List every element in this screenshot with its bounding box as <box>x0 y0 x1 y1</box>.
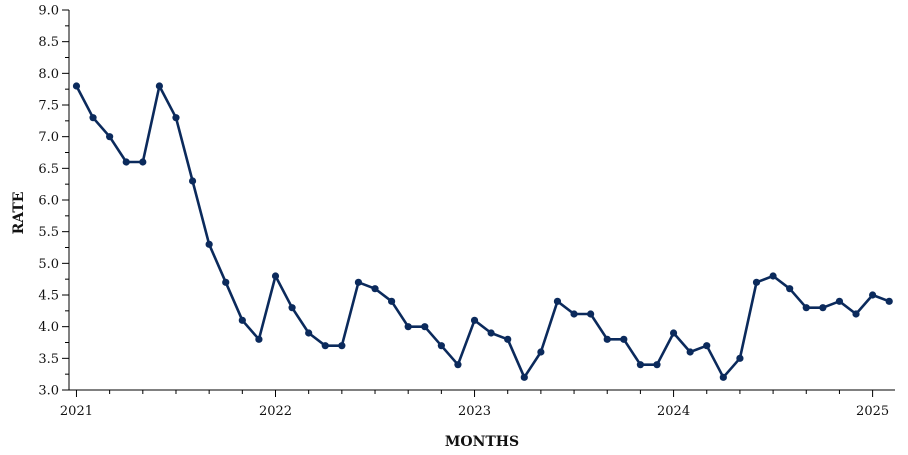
axes <box>68 10 895 391</box>
data-point <box>238 316 246 324</box>
data-point <box>172 114 180 122</box>
data-point <box>653 361 661 369</box>
series-line <box>75 84 891 379</box>
data-point <box>139 158 147 166</box>
data-point <box>321 342 329 350</box>
data-point <box>869 291 877 299</box>
data-point <box>553 297 562 305</box>
data-point <box>587 310 595 318</box>
data-point <box>752 278 761 286</box>
x-tick-label: 2024 <box>657 404 690 419</box>
series-rate <box>72 82 893 381</box>
data-point <box>205 240 213 248</box>
y-axis-title: RATE <box>11 192 27 235</box>
data-point <box>686 348 694 356</box>
x-axis-title: MONTHS <box>445 434 519 450</box>
y-tick-label: 7.5 <box>38 99 59 114</box>
data-point <box>520 373 528 381</box>
data-point <box>371 285 379 293</box>
y-tick-label: 8.5 <box>38 35 59 50</box>
data-point <box>288 304 296 312</box>
y-tick-label: 6.5 <box>38 162 59 177</box>
data-point <box>255 335 263 343</box>
y-tick-label: 7.0 <box>38 130 59 145</box>
data-point <box>885 297 893 305</box>
data-point <box>669 329 678 337</box>
data-point <box>106 133 114 141</box>
data-point <box>305 329 313 337</box>
y-tick-label: 8.0 <box>38 67 59 82</box>
data-point <box>852 310 860 318</box>
data-point <box>835 297 844 305</box>
data-point <box>802 304 810 312</box>
y-tick-label: 4.5 <box>38 289 59 304</box>
data-point <box>155 82 163 90</box>
data-point <box>504 335 512 343</box>
data-point <box>122 158 130 166</box>
x-tick-label: 2021 <box>60 404 93 419</box>
y-tick-label: 3.5 <box>38 352 59 367</box>
data-point <box>222 278 230 286</box>
y-axis-ticks: 3.0 3.5 4.0 4.5 5.0 5.5 6.0 6.5 7.0 7.5 8.0 8.5 9.0 <box>38 4 69 399</box>
data-point <box>537 348 545 356</box>
y-tick-label: 4.0 <box>38 320 59 335</box>
data-point <box>454 361 462 369</box>
data-point <box>338 342 346 350</box>
data-point <box>769 272 777 280</box>
data-point <box>603 335 611 343</box>
data-point <box>421 323 429 331</box>
y-tick-label: 3.0 <box>38 384 59 399</box>
y-tick-label: 5.5 <box>38 225 59 240</box>
data-point <box>470 316 479 324</box>
data-point <box>89 114 97 122</box>
data-point <box>719 373 727 381</box>
data-point <box>354 278 363 286</box>
data-point <box>819 304 827 312</box>
data-point <box>388 297 396 305</box>
data-point <box>570 310 578 318</box>
y-tick-label: 5.0 <box>38 257 59 272</box>
x-axis-ticks: 2021 2022 2023 2024 2025 <box>60 390 889 419</box>
x-tick-label: 2023 <box>458 404 491 419</box>
y-tick-label: 9.0 <box>38 4 59 19</box>
data-point <box>636 361 644 369</box>
data-point <box>72 82 81 90</box>
data-point <box>437 342 445 350</box>
data-point <box>703 342 711 350</box>
x-tick-label: 2022 <box>259 404 292 419</box>
data-point <box>620 335 628 343</box>
data-point <box>271 272 280 280</box>
data-point <box>786 285 794 293</box>
data-point <box>188 177 197 185</box>
data-point <box>487 329 495 337</box>
x-tick-label: 2025 <box>856 404 889 419</box>
y-tick-label: 6.0 <box>38 194 59 209</box>
data-point <box>404 323 412 331</box>
data-point <box>736 354 744 362</box>
